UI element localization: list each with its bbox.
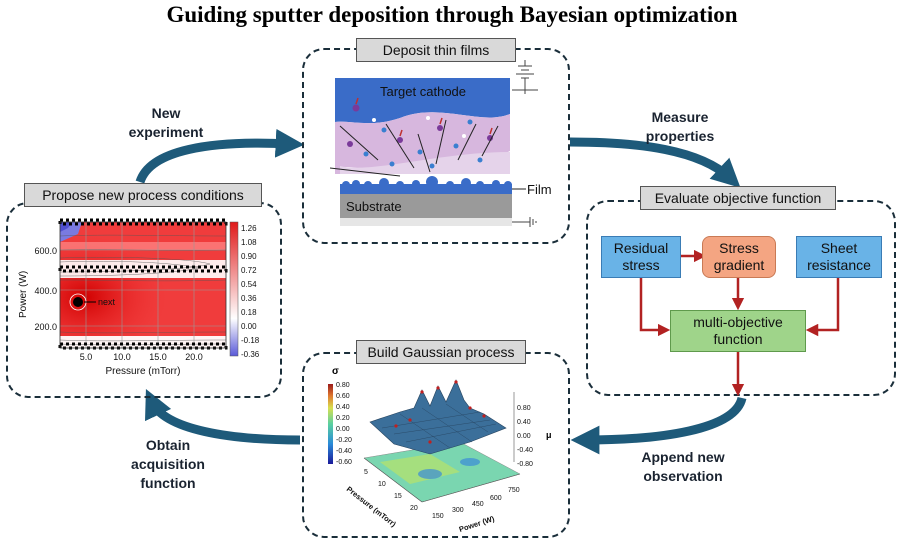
svg-text:10: 10 (378, 481, 386, 488)
svg-text:15: 15 (394, 493, 402, 500)
svg-text:0.40: 0.40 (336, 404, 350, 411)
svg-text:600.0: 600.0 (34, 246, 57, 256)
acq-y-label: Power (W) (18, 271, 29, 318)
gp-power-ticks: 150 300 450 600 750 (432, 487, 520, 520)
svg-text:0.00: 0.00 (517, 433, 531, 440)
svg-text:-0.40: -0.40 (336, 448, 352, 455)
power-supply-icon (512, 60, 538, 94)
label-measure-properties: Measure properties (645, 109, 715, 144)
svg-text:-0.20: -0.20 (336, 437, 352, 444)
evaluate-panel-label: Evaluate objective function (640, 186, 836, 210)
svg-text:1.08: 1.08 (241, 238, 257, 247)
svg-text:-0.18: -0.18 (241, 336, 260, 345)
svg-text:0.54: 0.54 (241, 280, 257, 289)
svg-text:600: 600 (490, 495, 502, 502)
svg-text:300: 300 (452, 507, 464, 514)
gp-sigma-ticks: 0.80 0.60 0.40 0.20 0.00 -0.20 -0.40 -0.… (336, 382, 352, 466)
svg-text:0.90: 0.90 (241, 252, 257, 261)
svg-text:-0.40: -0.40 (517, 447, 533, 454)
gp-mu-ticks: 0.80 0.40 0.00 -0.40 -0.80 (517, 405, 533, 468)
svg-text:-0.60: -0.60 (336, 459, 352, 466)
gp-mu-label: μ (546, 430, 552, 440)
deposit-panel-label: Deposit thin films (356, 38, 516, 62)
ion-trails (355, 97, 493, 137)
svg-text:5.0: 5.0 (80, 352, 93, 362)
particle-trajectories (330, 119, 499, 177)
gp-colorbar (328, 384, 333, 464)
next-point-marker (73, 297, 83, 307)
svg-text:200.0: 200.0 (34, 322, 57, 332)
target-cathode-label: Target cathode (380, 84, 466, 99)
multi-objective-box: multi-objective function (670, 310, 806, 352)
substrate-label: Substrate (346, 199, 402, 214)
gp-mean-surface (369, 379, 507, 455)
svg-text:20.0: 20.0 (185, 352, 203, 362)
svg-text:0.80: 0.80 (336, 382, 350, 389)
svg-text:0.36: 0.36 (241, 294, 257, 303)
label-append-observation: Append new observation (641, 449, 725, 484)
label-new-experiment: New experiment (128, 105, 204, 140)
stress-gradient-box: Stress gradient (702, 236, 776, 278)
ground-icon (512, 217, 537, 227)
objective-arrows (639, 249, 840, 396)
svg-text:400.0: 400.0 (34, 286, 57, 296)
svg-text:0.18: 0.18 (241, 308, 257, 317)
acq-x-ticks: 5.0 10.0 15.0 20.0 (80, 352, 203, 362)
acq-x-label: Pressure (mTorr) (105, 366, 180, 377)
svg-text:-0.36: -0.36 (241, 350, 260, 359)
svg-text:0.20: 0.20 (336, 415, 350, 422)
acq-grid (60, 222, 226, 348)
target-cathode (335, 78, 510, 124)
sputter-diagram: Target cathode Film Substrate (330, 60, 552, 227)
svg-text:450: 450 (472, 501, 484, 508)
svg-text:750: 750 (508, 487, 520, 494)
sheet-resistance-box: Sheet resistance (796, 236, 882, 278)
acq-y-ticks: 600.0 400.0 200.0 (34, 246, 57, 332)
arrow-measure-properties (569, 137, 741, 188)
svg-text:0.60: 0.60 (336, 393, 350, 400)
svg-text:0.00: 0.00 (336, 426, 350, 433)
figure-title: Guiding sputter deposition through Bayes… (166, 2, 738, 27)
gp-pressure-label: Pressure (mTorr) (345, 484, 398, 529)
svg-text:20: 20 (410, 505, 418, 512)
svg-text:1.26: 1.26 (241, 224, 257, 233)
svg-text:0.80: 0.80 (517, 405, 531, 412)
film-label: Film (527, 182, 552, 197)
svg-text:5: 5 (364, 469, 368, 476)
gaussian-panel-label: Build Gaussian process (356, 340, 526, 364)
svg-text:0.72: 0.72 (241, 266, 257, 275)
gp-pressure-ticks: 5 10 15 20 (364, 469, 418, 512)
acq-colorbar (229, 221, 239, 357)
svg-text:-0.80: -0.80 (517, 461, 533, 468)
svg-text:0.00: 0.00 (241, 322, 257, 331)
propose-panel-label: Propose new process conditions (24, 183, 262, 207)
svg-text:10.0: 10.0 (113, 352, 131, 362)
sputter-particles (347, 104, 493, 169)
gp-sigma-label: σ (332, 366, 339, 377)
arrow-append-observation (570, 396, 747, 455)
label-obtain-acquisition: Obtain acquisition function (131, 437, 205, 491)
residual-stress-box: Residual stress (601, 236, 681, 278)
svg-text:150: 150 (432, 513, 444, 520)
film-layer (340, 184, 512, 194)
svg-text:0.40: 0.40 (517, 419, 531, 426)
arrow-new-experiment (135, 128, 305, 184)
svg-text:15.0: 15.0 (149, 352, 167, 362)
gp-plot: σ 0.80 0.60 0.40 0.20 0.00 -0.20 -0.40 -… (328, 366, 552, 534)
acq-colorbar-ticks: 1.26 1.08 0.90 0.72 0.54 0.36 0.18 0.00 … (241, 224, 260, 359)
gp-observation-points (394, 380, 486, 444)
substrate-layer (340, 194, 512, 218)
acquisition-plot: next 600.0 400.0 200.0 Power (W) 5.0 10.… (18, 218, 260, 377)
next-point-label: next (98, 297, 116, 307)
arrow-obtain-acquisition (145, 388, 301, 445)
gp-power-label: Power (W) (458, 514, 496, 534)
